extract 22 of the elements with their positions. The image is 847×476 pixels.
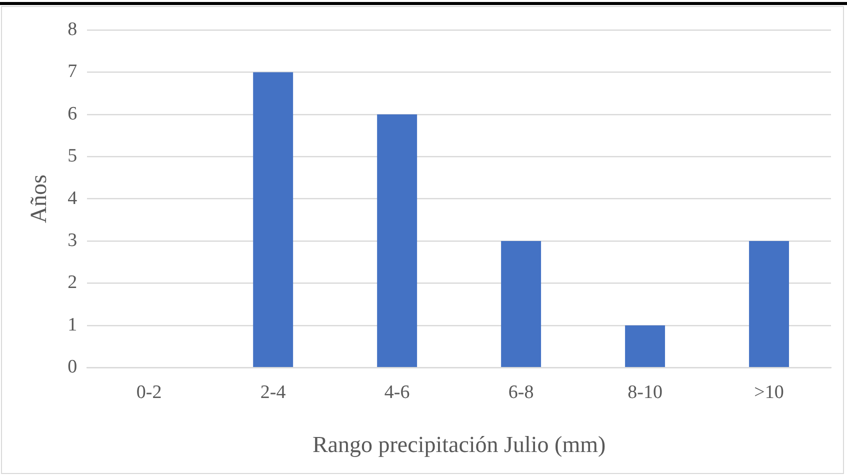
- y-tick-label: 7: [68, 61, 78, 82]
- x-tick-label: 4-6: [384, 382, 410, 403]
- x-tick-label: 2-4: [260, 382, 286, 403]
- x-tick-label: 6-8: [508, 382, 534, 403]
- bar: [749, 241, 789, 367]
- x-tick-label: >10: [754, 382, 784, 403]
- y-axis-title: Años: [26, 174, 51, 224]
- y-tick-label: 8: [68, 18, 78, 40]
- x-axis-title: Rango precipitación Julio (mm): [312, 432, 606, 458]
- y-tick-label: 2: [68, 272, 78, 294]
- y-tick-label: 1: [68, 314, 78, 336]
- y-tick-label: 6: [68, 103, 78, 124]
- bar: [377, 114, 418, 367]
- x-tick-label: 8-10: [628, 382, 662, 403]
- y-tick-label: 3: [68, 230, 78, 251]
- y-tick-label: 0: [68, 356, 78, 378]
- bar: [501, 241, 542, 367]
- bar: [253, 72, 294, 367]
- x-tick-label: 0-2: [136, 382, 162, 403]
- y-tick-label: 5: [68, 146, 78, 167]
- bar: [625, 325, 666, 367]
- y-tick-label: 4: [68, 188, 78, 209]
